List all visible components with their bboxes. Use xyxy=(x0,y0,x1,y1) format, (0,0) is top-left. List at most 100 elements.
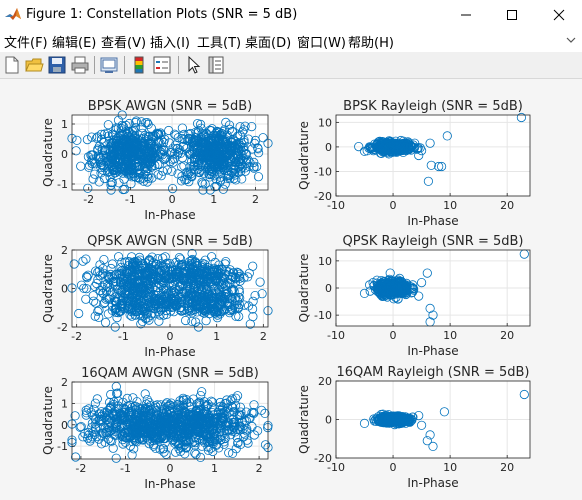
data-point xyxy=(237,174,247,184)
data-point xyxy=(122,129,132,140)
save-icon[interactable] xyxy=(47,55,67,75)
menu-edit[interactable]: 编辑(E) xyxy=(52,36,97,51)
minimize-button[interactable] xyxy=(443,0,489,30)
data-point xyxy=(127,305,137,315)
data-point xyxy=(219,439,229,449)
menu-file[interactable]: 文件(F) xyxy=(4,36,48,51)
subplot-4[interactable]: -10 0 10 20 -10 0 10 QPSK Rayleigh (SNR = 5dB) I… xyxy=(297,234,531,358)
menu-insert[interactable]: 插入(I) xyxy=(150,36,190,51)
data-point xyxy=(100,145,110,155)
menubar-expand-icon[interactable] xyxy=(564,30,578,50)
y-axis-label: Quadrature xyxy=(297,385,311,454)
y-axis-label: Quadrature xyxy=(41,118,55,187)
data-point xyxy=(247,421,257,432)
data-point xyxy=(122,289,132,299)
data-point xyxy=(120,283,130,293)
data-point xyxy=(212,126,222,136)
subplot-5[interactable]: -2 -1 0 1 2 -1 0 1 2 16QAM AWGN (SNR = 5dB) In-Pha… xyxy=(41,366,273,491)
x-axis-label: In-Phase xyxy=(407,214,458,228)
data-point xyxy=(224,149,234,160)
data-point xyxy=(241,150,251,160)
scatter-points xyxy=(359,249,529,327)
x-tick-label: -2 xyxy=(75,462,86,475)
data-point xyxy=(197,177,207,188)
data-point xyxy=(166,273,176,283)
data-point xyxy=(213,305,223,315)
property-inspector-icon[interactable] xyxy=(206,55,226,75)
data-point xyxy=(156,298,166,309)
data-point xyxy=(198,179,208,189)
menu-tools[interactable]: 工具(T) xyxy=(197,36,242,51)
link-plot-icon[interactable] xyxy=(99,55,119,75)
data-point xyxy=(239,125,249,135)
menu-window[interactable]: 窗口(W) xyxy=(297,36,346,51)
data-point xyxy=(199,270,209,281)
close-button[interactable] xyxy=(536,0,582,30)
data-point xyxy=(130,117,141,128)
data-point xyxy=(94,434,104,444)
data-point xyxy=(82,271,92,282)
menu-help[interactable]: 帮助(H) xyxy=(348,36,394,51)
data-point xyxy=(225,124,235,134)
data-point xyxy=(252,162,262,172)
data-point xyxy=(364,143,374,153)
data-point xyxy=(90,419,100,429)
data-point xyxy=(260,408,270,418)
data-point xyxy=(114,252,124,262)
data-point xyxy=(168,429,179,439)
data-point xyxy=(201,147,212,158)
data-point xyxy=(187,438,197,448)
subplot-3[interactable]: -2 -1 0 1 2 -2 0 2 QPSK AWGN (SNR = 5dB) In-Phase… xyxy=(41,234,273,359)
x-tick-label: 20 xyxy=(500,199,514,212)
axes-background xyxy=(336,115,530,196)
data-point xyxy=(426,160,436,170)
data-point xyxy=(248,312,258,322)
menu-desktop[interactable]: 桌面(D) xyxy=(245,36,292,51)
data-point xyxy=(202,421,212,431)
data-point xyxy=(227,394,237,404)
data-point xyxy=(225,275,236,285)
data-point xyxy=(183,421,193,431)
data-point xyxy=(173,399,183,409)
data-point xyxy=(205,155,215,165)
data-point xyxy=(220,420,230,430)
data-point xyxy=(197,441,207,451)
data-point xyxy=(208,141,218,152)
scatter-points xyxy=(359,389,529,451)
data-point xyxy=(107,259,118,269)
open-file-icon[interactable] xyxy=(24,55,44,75)
data-point xyxy=(258,133,268,143)
data-point xyxy=(205,170,215,180)
figure-canvas[interactable]: -2 -1 0 1 2 -1 0 1 BPSK AWGN (SNR = 5dB) In-Phase… xyxy=(0,79,582,500)
data-point xyxy=(235,122,245,132)
data-point xyxy=(215,176,225,187)
data-point xyxy=(516,112,527,123)
data-point xyxy=(152,410,162,420)
data-point xyxy=(190,258,200,268)
data-point xyxy=(119,155,129,165)
data-point xyxy=(227,426,238,436)
data-point xyxy=(194,410,204,420)
data-point xyxy=(204,169,214,179)
data-point xyxy=(396,143,406,153)
subplot-6[interactable]: -10 0 10 20 -20 0 20 16QAM Rayleigh (SNR = 5dB)… xyxy=(297,365,531,490)
data-point xyxy=(378,288,388,298)
data-point xyxy=(173,169,183,179)
data-point xyxy=(107,287,117,297)
menu-view[interactable]: 查看(V) xyxy=(101,36,147,51)
pointer-icon[interactable] xyxy=(184,55,204,75)
data-point xyxy=(218,184,228,194)
subplot-1[interactable]: -2 -1 0 1 2 -1 0 1 BPSK AWGN (SNR = 5dB) In-Phase… xyxy=(41,99,273,222)
data-point xyxy=(368,144,378,155)
data-point xyxy=(87,132,97,142)
data-point xyxy=(233,303,243,313)
new-figure-icon[interactable] xyxy=(2,55,22,75)
maximize-button[interactable] xyxy=(489,0,535,30)
data-point xyxy=(98,155,108,165)
scatter-points xyxy=(67,381,273,463)
insert-legend-icon[interactable] xyxy=(152,55,172,75)
print-icon[interactable] xyxy=(70,55,90,75)
insert-colorbar-icon[interactable] xyxy=(129,55,149,75)
data-point xyxy=(416,278,427,288)
